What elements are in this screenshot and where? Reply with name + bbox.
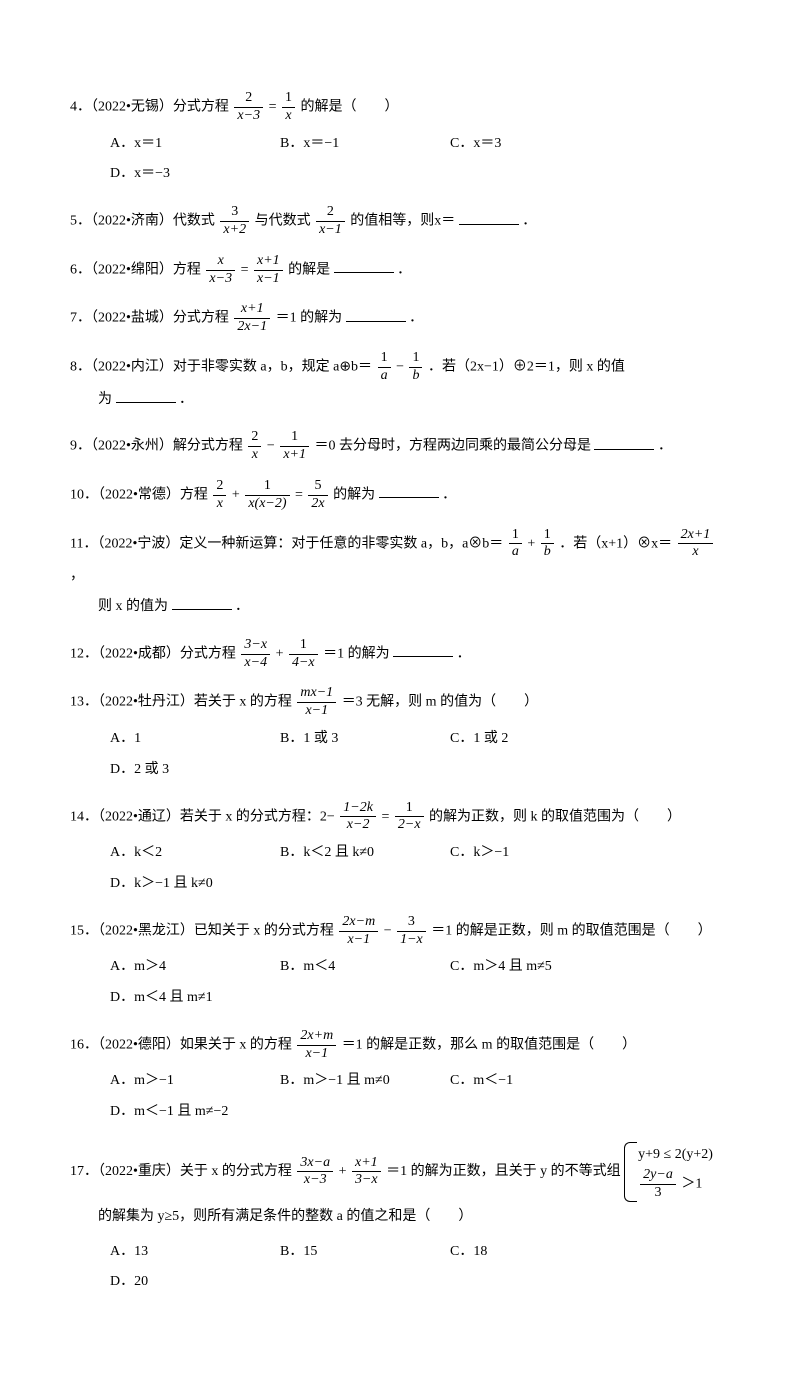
q17-brace-line1: y+9 ≤ 2(y+2): [638, 1142, 713, 1167]
q16-options: A．m＞−1 B．m＞−1 且 m≠0 C．m＜−1 D．m＜−1 且 m≠−2: [70, 1066, 724, 1128]
q5-frac1: 3x+2: [220, 204, 249, 239]
q11-blank: [172, 595, 232, 610]
q15-opt-b: B．m＜4: [280, 952, 430, 983]
question-14: 14．（2022•通辽）若关于 x 的分式方程：2− 1−2kx−2 = 12−…: [70, 800, 724, 900]
exam-page: 4．（2022•无锡）分式方程 2x−3 = 1x 的解是（ ） A．x＝1 B…: [0, 0, 794, 1382]
q15-frac1: 2x−mx−1: [339, 914, 378, 949]
q10-blank: [379, 483, 439, 498]
q13-options: A．1 B．1 或 3 C．1 或 2 D．2 或 3: [70, 724, 724, 786]
q6-blank: [334, 258, 394, 273]
q8-frac2: 1b: [409, 350, 422, 385]
q15-opt-d: D．m＜4 且 m≠1: [110, 983, 260, 1014]
q5-frac2: 2x−1: [316, 204, 345, 239]
question-13: 13．（2022•牡丹江）若关于 x 的方程 mx−1x−1 ＝3 无解，则 m…: [70, 685, 724, 785]
question-9: 9．（2022•永州）解分式方程 2x − 1x+1 ＝0 去分母时，方程两边同…: [70, 429, 724, 464]
q17-options: A．13 B．15 C．18 D．20: [70, 1237, 724, 1299]
q4-suffix: 的解是（ ）: [300, 100, 398, 115]
q9-blank: [594, 435, 654, 450]
q14-opt-a: A．k＜2: [110, 838, 260, 869]
q17-frac1: 3x−ax−3: [297, 1155, 333, 1190]
q12-frac2: 14−x: [289, 637, 318, 672]
q15-options: A．m＞4 B．m＜4 C．m＞4 且 m≠5 D．m＜4 且 m≠1: [70, 952, 724, 1014]
question-15: 15．（2022•黑龙江）已知关于 x 的分式方程 2x−mx−1 − 31−x…: [70, 914, 724, 1014]
q17-line2: 的解集为 y≥5，则所有满足条件的整数 a 的值之和是（ ）: [70, 1202, 724, 1233]
q4-text: 4．（2022•无锡）分式方程 2x−3 = 1x 的解是（ ）: [70, 90, 724, 125]
q11-line2: 则 x 的值为 ．: [70, 592, 724, 623]
q16-opt-b: B．m＞−1 且 m≠0: [280, 1066, 430, 1097]
q4-options: A．x＝1 B．x＝−1 C．x＝3 D．x＝−3: [70, 129, 724, 191]
q7-frac1: x+12x−1: [234, 301, 270, 336]
q5-blank: [459, 210, 519, 225]
q13-opt-c: C．1 或 2: [450, 724, 600, 755]
q11-frac2: 1b: [541, 527, 554, 562]
q13-opt-d: D．2 或 3: [110, 755, 260, 786]
q17-brace-frac: 2y−a3: [640, 1167, 676, 1202]
q15-opt-a: A．m＞4: [110, 952, 260, 983]
question-8: 8．（2022•内江）对于非零实数 a，b，规定 a⊕b＝ 1a − 1b ．若…: [70, 350, 724, 415]
q10-frac1: 2x: [213, 478, 226, 513]
q13-opt-b: B．1 或 3: [280, 724, 430, 755]
q16-opt-d: D．m＜−1 且 m≠−2: [110, 1097, 260, 1128]
q14-opt-c: C．k＞−1: [450, 838, 600, 869]
q4-opt-c: C．x＝3: [450, 129, 600, 160]
question-17: 17．（2022•重庆）关于 x 的分式方程 3x−ax−3 + x+13−x …: [70, 1142, 724, 1298]
q4-opt-b: B．x＝−1: [280, 129, 430, 160]
q14-frac2: 12−x: [395, 800, 424, 835]
q12-frac1: 3−xx−4: [241, 637, 270, 672]
q4-frac1: 2x−3: [234, 90, 263, 125]
q14-opt-b: B．k＜2 且 k≠0: [280, 838, 430, 869]
q9-frac1: 2x: [248, 429, 261, 464]
q4-opt-a: A．x＝1: [110, 129, 260, 160]
question-7: 7．（2022•盐城）分式方程 x+12x−1 ＝1 的解为 ．: [70, 301, 724, 336]
q13-opt-a: A．1: [110, 724, 260, 755]
q17-opt-c: C．18: [450, 1237, 600, 1268]
question-5: 5．（2022•济南）代数式 3x+2 与代数式 2x−1 的值相等，则x＝ ．: [70, 204, 724, 239]
q6-frac1: xx−3: [206, 253, 235, 288]
q8-frac1: 1a: [378, 350, 391, 385]
q9-frac2: 1x+1: [280, 429, 309, 464]
q7-blank: [346, 307, 406, 322]
q8-line2: 为 ．: [70, 385, 724, 416]
question-10: 10．（2022•常德）方程 2x + 1x(x−2) = 52x 的解为 ．: [70, 478, 724, 513]
q10-frac3: 52x: [308, 478, 327, 513]
q17-brace: y+9 ≤ 2(y+2) 2y−a3 ＞1: [624, 1142, 713, 1202]
q15-frac2: 31−x: [397, 914, 426, 949]
q11-frac3: 2x+1x: [678, 527, 714, 562]
q11-frac1: 1a: [509, 527, 522, 562]
q8-blank: [116, 388, 176, 403]
q4-opt-d: D．x＝−3: [110, 159, 260, 190]
q6-frac2: x+1x−1: [254, 253, 283, 288]
question-6: 6．（2022•绵阳）方程 xx−3 = x+1x−1 的解是 ．: [70, 253, 724, 288]
q17-opt-b: B．15: [280, 1237, 430, 1268]
question-4: 4．（2022•无锡）分式方程 2x−3 = 1x 的解是（ ） A．x＝1 B…: [70, 90, 724, 190]
question-12: 12．（2022•成都）分式方程 3−xx−4 + 14−x ＝1 的解为 ．: [70, 637, 724, 672]
q17-brace-line2: 2y−a3 ＞1: [638, 1167, 713, 1202]
question-16: 16．（2022•德阳）如果关于 x 的方程 2x+mx−1 ＝1 的解是正数，…: [70, 1028, 724, 1128]
question-11: 11．（2022•宁波）定义一种新运算：对于任意的非零实数 a，b，a⊗b＝ 1…: [70, 527, 724, 623]
q14-options: A．k＜2 B．k＜2 且 k≠0 C．k＞−1 D．k＞−1 且 k≠0: [70, 838, 724, 900]
q14-opt-d: D．k＞−1 且 k≠0: [110, 869, 260, 900]
q4-prefix: 4．（2022•无锡）分式方程: [70, 100, 229, 115]
q17-frac2: x+13−x: [352, 1155, 381, 1190]
q16-frac1: 2x+mx−1: [297, 1028, 336, 1063]
q16-opt-a: A．m＞−1: [110, 1066, 260, 1097]
q16-opt-c: C．m＜−1: [450, 1066, 600, 1097]
q13-frac1: mx−1x−1: [297, 685, 336, 720]
q4-frac2: 1x: [282, 90, 295, 125]
q17-opt-a: A．13: [110, 1237, 260, 1268]
q15-opt-c: C．m＞4 且 m≠5: [450, 952, 600, 983]
q10-frac2: 1x(x−2): [245, 478, 289, 513]
q14-frac1: 1−2kx−2: [340, 800, 376, 835]
q17-opt-d: D．20: [110, 1267, 260, 1298]
q12-blank: [393, 642, 453, 657]
